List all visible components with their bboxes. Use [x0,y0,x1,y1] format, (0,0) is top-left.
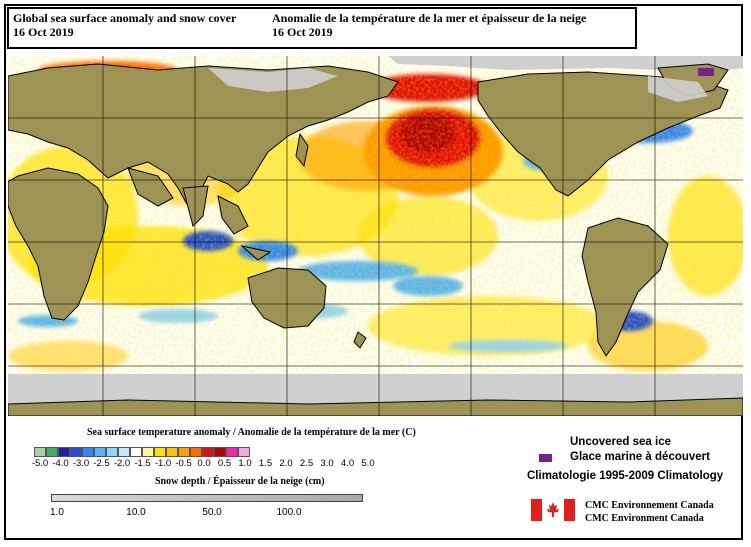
graticule [8,56,743,416]
sst-swatch-6 [106,447,118,457]
agency-name-english: CMC Environment Canada [585,513,704,524]
japan [295,132,309,168]
date-english: 16 Oct 2019 [13,25,74,39]
south-america [581,217,669,357]
sst-tick-label: 0.0 [197,458,211,469]
sst-tick-labels: -5.0 -4.0 -3.0 -2.5 -2.0 -1.5 -1.0 -0.5 0.0 0.5 1.… [31,458,394,470]
sst-swatch-12 [178,447,190,457]
sst-swatch-17 [238,447,250,457]
sst-swatch-5 [94,447,106,457]
north-america [477,71,729,197]
sst-tick-label: -2.0 [113,458,131,469]
sst-tick-label: 2.5 [299,458,314,469]
sst-tick-label: 1.5 [258,458,273,469]
sst-tick-label: -1.0 [154,458,172,469]
sst-swatch-8 [130,447,142,457]
snow-tick-100: 100.0 [276,507,302,518]
sst-tick-label: -3.0 [72,458,90,469]
sst-swatch-7 [118,447,130,457]
snow-tick-1: 1.0 [50,507,64,518]
snow-depth-bar [51,494,363,502]
sst-tick-label: 5.0 [361,458,375,469]
land-masses [8,63,743,416]
uncovered-sea-ice-label: Uncovered sea ice [570,436,672,448]
se-asia [217,195,249,235]
agency-name-french: CMC Environnement Canada [585,500,714,511]
sst-tick-label: 1.0 [238,458,252,469]
sst-tick-label: -0.5 [175,458,192,469]
sst-color-swatches [34,447,250,457]
sst-swatch-10 [154,447,166,457]
sst-tick-label: -5.0 [31,458,49,469]
arctic-ice [388,56,743,72]
title-english: Global sea surface anomaly and snow cove… [13,11,237,25]
world-map [8,56,743,416]
sst-swatch-11 [166,447,178,457]
sst-swatch-1 [46,447,58,457]
sst-tick-label: 4.0 [340,458,355,469]
uncovered-sea-ice-patch [698,68,714,76]
sst-swatch-4 [82,447,94,457]
snow-cover [208,68,708,102]
sst-swatch-3 [70,447,82,457]
sst-tick-label: 3.0 [320,458,334,469]
climatology-label: Climatologie 1995-2009 Climatology [527,470,724,482]
snow-tick-50: 50.0 [202,507,222,518]
date-french: 16 Oct 2019 [272,25,333,39]
indonesia [240,245,272,261]
sst-swatch-2 [58,447,70,457]
sst-legend-title: Sea surface temperature anomaly / Anomal… [87,427,416,438]
new-zealand [353,331,367,349]
sst-swatch-15 [214,447,226,457]
sst-swatch-14 [202,447,214,457]
antarctica [8,397,743,416]
title-box: Global sea surface anomaly and snow cove… [7,7,637,49]
africa [8,167,109,321]
sst-swatch-0 [34,447,46,457]
snow-tick-10: 10.0 [126,507,146,518]
arabia [127,167,174,207]
uncovered-sea-ice-swatch [539,454,552,462]
sst-swatch-16 [226,447,238,457]
glace-marine-label: Glace marine à découvert [570,451,710,463]
map-svg [8,56,743,416]
sst-tick-label: 2.0 [279,458,293,469]
sst-swatch-9 [142,447,154,457]
sst-tick-label: -2.5 [93,458,110,469]
eurasia [8,63,399,207]
snow-legend-title: Snow depth / Épaisseur de la neige (cm) [155,476,325,487]
sst-tick-label: -1.5 [134,458,151,469]
sst-swatch-13 [190,447,202,457]
sst-tick-label: 0.5 [217,458,232,469]
india [182,185,209,227]
canada-flag-icon [531,499,575,521]
sst-tick-label: -4.0 [52,458,69,469]
title-french: Anomalie de la température de la mer et … [272,11,587,25]
